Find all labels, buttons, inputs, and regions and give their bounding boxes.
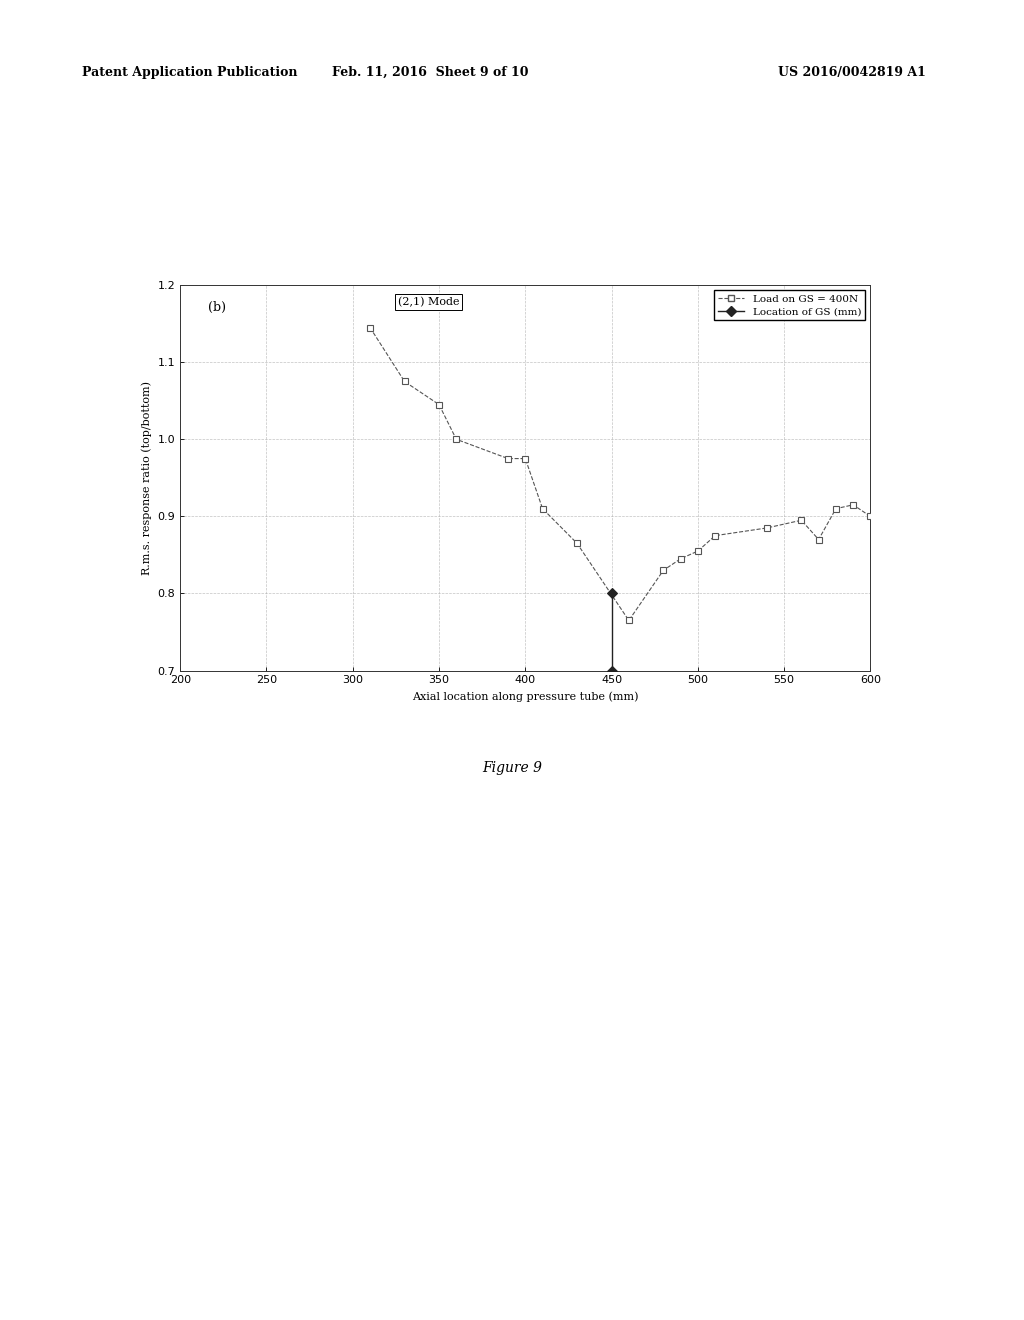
X-axis label: Axial location along pressure tube (mm): Axial location along pressure tube (mm) — [412, 690, 639, 701]
Y-axis label: R.m.s. response ratio (top/bottom): R.m.s. response ratio (top/bottom) — [141, 381, 152, 574]
Text: (2,1) Mode: (2,1) Mode — [398, 297, 460, 308]
Text: Figure 9: Figure 9 — [482, 762, 542, 775]
Text: Patent Application Publication: Patent Application Publication — [82, 66, 297, 79]
Text: US 2016/0042819 A1: US 2016/0042819 A1 — [778, 66, 926, 79]
Text: Feb. 11, 2016  Sheet 9 of 10: Feb. 11, 2016 Sheet 9 of 10 — [332, 66, 528, 79]
Legend: Load on GS = 400N, Location of GS (mm): Load on GS = 400N, Location of GS (mm) — [714, 290, 865, 321]
Text: (b): (b) — [208, 301, 226, 314]
